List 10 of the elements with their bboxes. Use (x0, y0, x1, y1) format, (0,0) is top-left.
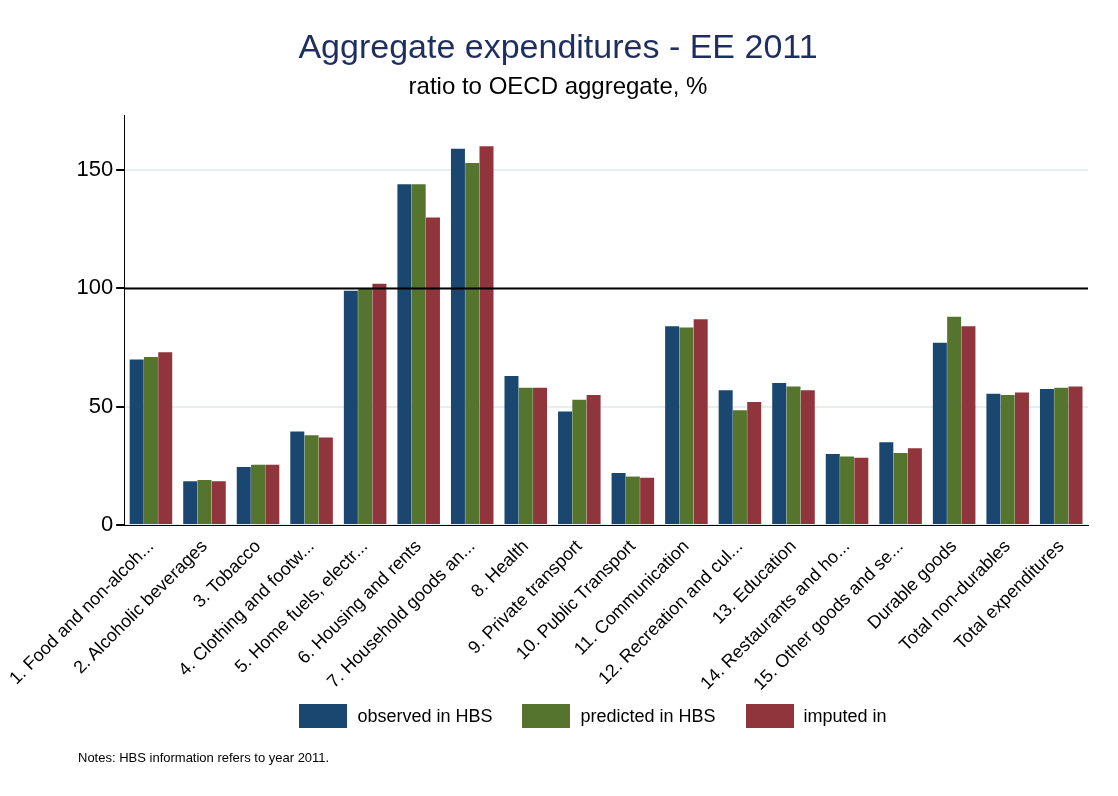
legend-label: imputed in (803, 705, 887, 727)
y-tick-label: 150 (76, 156, 114, 182)
chart-subtitle: ratio to OECD aggregate, % (408, 71, 708, 99)
text: Notes: HBS information refers to year 2011. (78, 750, 331, 765)
y-tick-label: 100 (76, 274, 114, 300)
chart-title: Aggregate expenditures - EE 2011 (298, 26, 818, 65)
legend-label: observed in HBS (357, 705, 493, 727)
legend-label: predicted in HBS (580, 705, 716, 727)
y-tick-label: 0 (100, 511, 114, 537)
y-tick-label: 50 (88, 392, 114, 418)
